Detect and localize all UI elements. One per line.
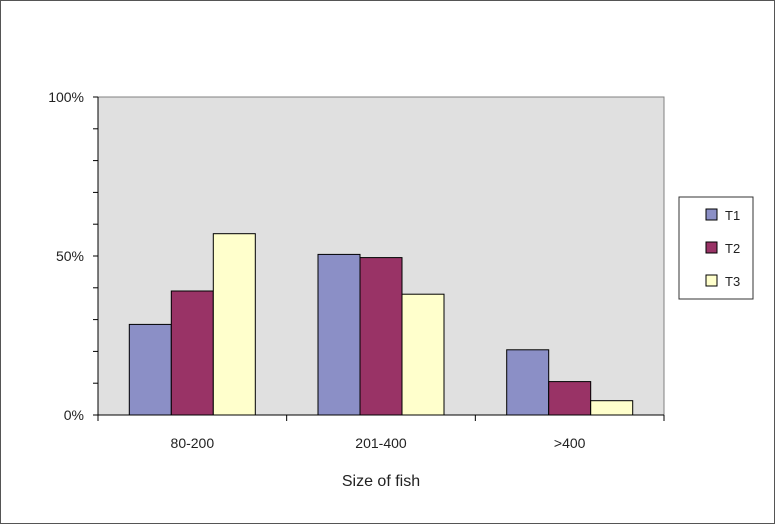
x-axis: 80-200 201-400 >400 (97, 414, 665, 451)
x-axis-title: Size of fish (342, 473, 420, 490)
y-tick-label: 50% (56, 248, 84, 264)
bar-t1-3 (506, 349, 550, 416)
bar-t3-3 (590, 400, 634, 416)
y-axis: 0% 50% 100% (48, 89, 99, 423)
x-tick-label: >400 (554, 435, 586, 451)
x-tick-label: 80-200 (171, 435, 215, 451)
bars-group (128, 233, 634, 416)
bar-t3-2 (401, 293, 445, 416)
bar-t2-3 (548, 381, 592, 416)
bar-t2-1 (170, 290, 214, 416)
legend-swatch-t2 (705, 241, 718, 254)
bar-t2-2 (359, 257, 403, 416)
y-tick-label: 0% (64, 407, 84, 423)
legend-swatch-t3 (705, 274, 718, 287)
bar-t1-1 (128, 323, 172, 416)
bar-t1-2 (317, 253, 361, 416)
x-tick-label: 201-400 (355, 435, 407, 451)
y-tick-label: 100% (48, 89, 84, 105)
legend-label-t1: T1 (725, 208, 740, 223)
legend-label-t3: T3 (725, 274, 740, 289)
legend: T1 T2 T3 (678, 196, 754, 300)
legend-swatch-t1 (705, 208, 718, 221)
bar-t3-1 (212, 233, 256, 416)
legend-label-t2: T2 (725, 241, 740, 256)
